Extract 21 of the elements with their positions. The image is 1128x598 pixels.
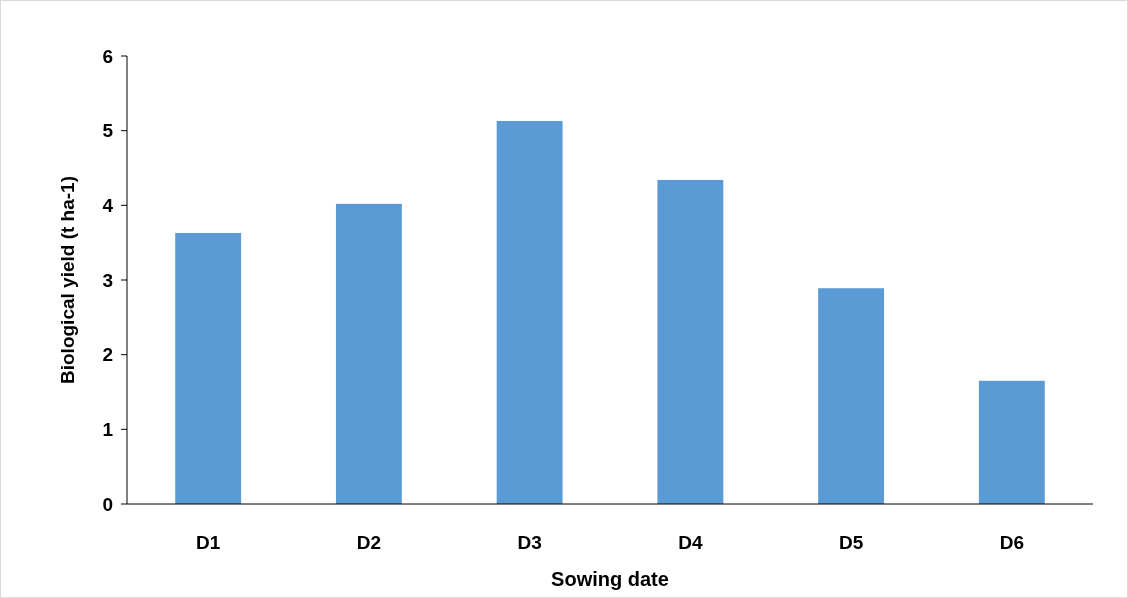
x-tick-label: D6 (999, 532, 1024, 553)
bar (657, 179, 724, 504)
x-tick-label: D1 (196, 532, 221, 553)
bar (496, 120, 563, 504)
bar (978, 380, 1045, 504)
bar (175, 232, 242, 504)
x-tick-label: D5 (838, 532, 864, 553)
y-tick-label: 2 (102, 344, 113, 366)
y-tick-label: 4 (102, 194, 114, 216)
bar (335, 203, 402, 504)
x-tick-label: D2 (356, 532, 382, 553)
y-tick-label: 1 (102, 418, 114, 440)
y-tick-label: 6 (102, 45, 113, 67)
x-tick-label: D4 (678, 532, 703, 553)
bar (818, 288, 885, 504)
x-tick-label: D3 (517, 532, 542, 553)
x-axis-title: Sowing date (551, 568, 669, 590)
y-tick-label: 3 (102, 269, 113, 291)
y-tick-label: 0 (102, 493, 113, 515)
y-tick-label: 5 (102, 120, 114, 142)
y-axis-title: Biological yield (t ha-1) (57, 176, 78, 384)
